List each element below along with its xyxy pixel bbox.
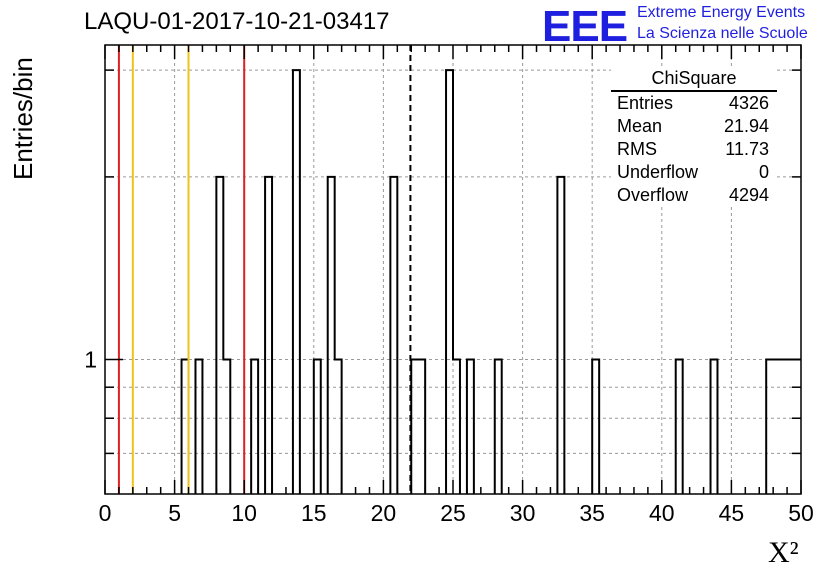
stat-value: 21.94 xyxy=(723,116,769,136)
histogram-bin xyxy=(446,70,453,494)
stat-value: 4326 xyxy=(728,93,769,113)
stats-title: ChiSquare xyxy=(611,68,777,92)
x-axis-label: X² xyxy=(768,536,799,569)
logo-line-1: Extreme Energy Events xyxy=(637,4,806,21)
histogram-bin xyxy=(773,359,780,494)
histogram-bin xyxy=(314,359,321,494)
stat-label: RMS xyxy=(617,139,657,159)
eee-logo: EEE xyxy=(542,2,628,51)
stats-box: ChiSquare Entries 4326 Mean 21.94 RMS 11… xyxy=(611,68,777,207)
histogram-bin xyxy=(780,359,787,494)
histogram-bin xyxy=(711,359,718,494)
histogram-bin xyxy=(328,177,335,494)
stat-value: 4294 xyxy=(728,185,769,205)
histogram-bin xyxy=(411,359,418,494)
histogram-bin xyxy=(557,177,564,494)
histogram-bin xyxy=(251,359,258,494)
histogram-bin xyxy=(265,177,272,494)
stat-label: Overflow xyxy=(617,185,689,205)
histogram-bin xyxy=(223,359,230,494)
histogram-bin xyxy=(390,177,397,494)
histogram-outline xyxy=(180,69,801,494)
x-tick-label: 30 xyxy=(510,500,536,526)
x-tick-label: 50 xyxy=(788,500,814,526)
histogram-bin xyxy=(195,359,202,494)
histogram-bin xyxy=(495,359,502,494)
histogram-bin xyxy=(766,359,773,494)
y-axis-label: Entries/bin xyxy=(8,57,38,180)
histogram-bin xyxy=(453,359,460,494)
stat-row-underflow: Underflow 0 xyxy=(611,161,777,184)
x-tick-label: 35 xyxy=(579,500,605,526)
x-tick-label: 5 xyxy=(168,500,181,526)
histogram-bin xyxy=(182,359,189,494)
histogram-bin xyxy=(418,359,425,494)
histogram-bin xyxy=(676,359,683,494)
histogram-bin xyxy=(794,359,801,494)
stat-row-mean: Mean 21.94 xyxy=(611,115,777,138)
chart-title: LAQU-01-2017-10-21-03417 xyxy=(84,8,390,35)
x-tick-label: 0 xyxy=(99,500,112,526)
x-tick-label: 10 xyxy=(231,500,257,526)
stat-value: 11.73 xyxy=(725,139,769,159)
stat-row-overflow: Overflow 4294 xyxy=(611,184,777,207)
x-tick-label: 15 xyxy=(301,500,327,526)
histogram-bin xyxy=(592,359,599,494)
histogram-bin xyxy=(293,70,300,494)
x-tick-label: 20 xyxy=(371,500,397,526)
x-tick-label: 45 xyxy=(719,500,745,526)
stat-value: 0 xyxy=(758,162,769,182)
histogram-bin xyxy=(216,177,223,494)
x-tick-label: 40 xyxy=(649,500,675,526)
logo-line-2: La Scienza nelle Scuole xyxy=(637,25,808,42)
x-tick-label: 25 xyxy=(440,500,466,526)
stat-label: Entries xyxy=(617,93,674,113)
stat-row-entries: Entries 4326 xyxy=(611,92,777,115)
histogram-bin xyxy=(467,359,474,494)
stat-label: Mean xyxy=(617,116,663,136)
histogram-bin xyxy=(787,359,794,494)
stat-label: Underflow xyxy=(617,162,699,182)
y-tick-label: 1 xyxy=(84,346,97,372)
histogram-bin xyxy=(335,359,342,494)
stat-row-rms: RMS 11.73 xyxy=(611,138,777,161)
